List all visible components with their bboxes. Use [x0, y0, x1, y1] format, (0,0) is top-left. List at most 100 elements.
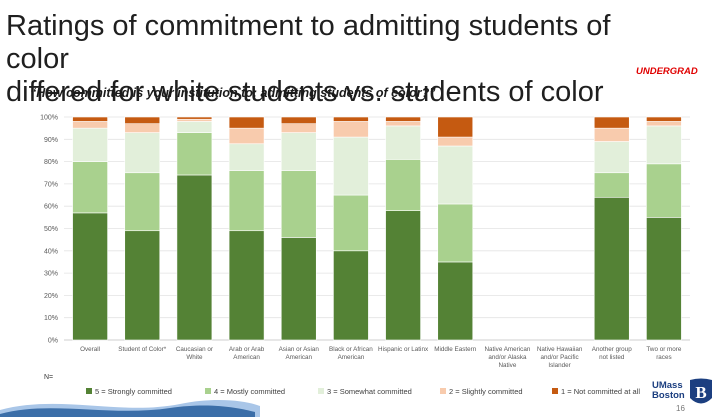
bar-segment [333, 116, 369, 122]
x-tick-label: and/or Alaska [488, 354, 527, 361]
bar-segment [646, 116, 682, 122]
wave-dark-band [0, 405, 255, 417]
x-tick-label: Two or more [646, 346, 681, 353]
x-tick-label: Overall [80, 346, 100, 353]
bar-segment [593, 141, 630, 174]
legend-label: 4 = Mostly committed [214, 387, 285, 396]
y-tick-label: 20% [44, 293, 58, 300]
bar-segment [72, 212, 108, 341]
bar-segment [333, 121, 369, 138]
legend-swatch [205, 388, 211, 394]
bar-segment [228, 230, 265, 341]
bar-segment [385, 125, 421, 160]
y-tick-label: 90% [44, 137, 58, 144]
bar-segment [593, 196, 630, 341]
y-tick-label: 100% [40, 115, 58, 122]
bar-segment [176, 121, 213, 133]
bar-segment [280, 123, 317, 133]
legend-label: 3 = Somewhat committed [327, 387, 412, 396]
bar-segment [333, 194, 369, 252]
bar-segment [72, 127, 108, 162]
x-tick-label: Islander [548, 362, 570, 369]
bar-segment [176, 116, 213, 120]
x-tick-label: Black or African [329, 346, 373, 353]
x-tick-label: Middle Eastern [434, 346, 476, 353]
bar-segment [72, 161, 108, 214]
x-tick-label: Asian or Asian [279, 346, 320, 353]
bar-segment [333, 250, 369, 341]
x-tick-label: Caucasian or [176, 346, 213, 353]
logo-line-2: Boston [652, 390, 685, 401]
bar-segment [228, 127, 265, 145]
survey-question: “How committed is your institution to: a… [30, 86, 436, 100]
y-tick-label: 10% [44, 315, 58, 322]
logo-line-1: UMass [652, 380, 683, 391]
legend-swatch [440, 388, 446, 394]
bar-segment [228, 170, 265, 232]
bar-segment [593, 127, 630, 142]
x-tick-label: Hispanic or Latinx [378, 346, 429, 353]
x-tick-label: Native [498, 362, 516, 369]
bar-segment [280, 132, 317, 171]
slide-title-line-1: Ratings of commitment to admitting stude… [6, 10, 611, 75]
bar-segment [124, 172, 161, 232]
legend-label: 1 = Not committed at all [561, 387, 640, 396]
slide-title: Ratings of commitment to admitting stude… [6, 10, 636, 109]
x-tick-label: races [656, 354, 671, 361]
bar-segment [385, 159, 421, 211]
x-tick-label: Student of Color* [118, 346, 167, 353]
x-tick-label: American [233, 354, 260, 361]
bar-segment [593, 116, 630, 129]
bar-segment [124, 123, 161, 133]
legend-label: 5 = Strongly committed [95, 387, 172, 396]
decorative-wave [0, 400, 260, 417]
bar-segment [280, 170, 317, 238]
bar-segment [124, 116, 161, 124]
x-tick-label: Native Hawaiian [537, 346, 583, 353]
x-tick-label: American [285, 354, 312, 361]
y-tick-label: 80% [44, 159, 58, 166]
logo-wordmark: UMass Boston [652, 381, 685, 401]
y-tick-label: 0% [48, 338, 58, 345]
y-tick-label: 60% [44, 204, 58, 211]
bar-segment [437, 136, 474, 147]
bar-segment [437, 145, 474, 205]
bar-segment [646, 217, 682, 341]
n-label: N= [44, 374, 54, 381]
bar-segment [385, 116, 421, 122]
bar-segment [333, 136, 369, 196]
x-tick-label: Another group [592, 346, 632, 353]
bar-segment [176, 132, 213, 176]
bar-segment [437, 261, 474, 341]
logo-b-icon: B [690, 378, 712, 404]
bar-segment [437, 203, 474, 263]
x-tick-label: and/or Pacific [541, 354, 579, 361]
umass-boston-logo: UMass Boston B [652, 378, 718, 414]
bar-segment [385, 121, 421, 127]
legend-swatch [552, 388, 558, 394]
bar-segment [437, 116, 474, 138]
legend-label: 2 = Slightly committed [449, 387, 523, 396]
bar-segment [228, 143, 265, 171]
y-tick-label: 30% [44, 271, 58, 278]
bar-segment [228, 116, 265, 129]
x-tick-label: American [338, 354, 365, 361]
bar-segment [72, 121, 108, 129]
legend-swatch [318, 388, 324, 394]
legend-swatch [86, 388, 92, 394]
bar-segment [646, 163, 682, 218]
bar-segment [176, 118, 213, 122]
x-tick-label: not listed [599, 354, 625, 361]
slide-title-line-2: differed for white students vs. students… [6, 76, 604, 108]
bar-segment [646, 121, 682, 127]
bar-segment [593, 172, 630, 198]
bar-segment [646, 125, 682, 165]
bar-segment [280, 116, 317, 124]
logo-mark-letter: B [695, 383, 706, 402]
x-tick-label: White [186, 354, 203, 361]
bar-segment [176, 174, 213, 341]
x-tick-label: Native American [484, 346, 530, 353]
bar-segment [72, 116, 108, 122]
y-tick-label: 50% [44, 226, 58, 233]
bar-segment [280, 237, 317, 341]
